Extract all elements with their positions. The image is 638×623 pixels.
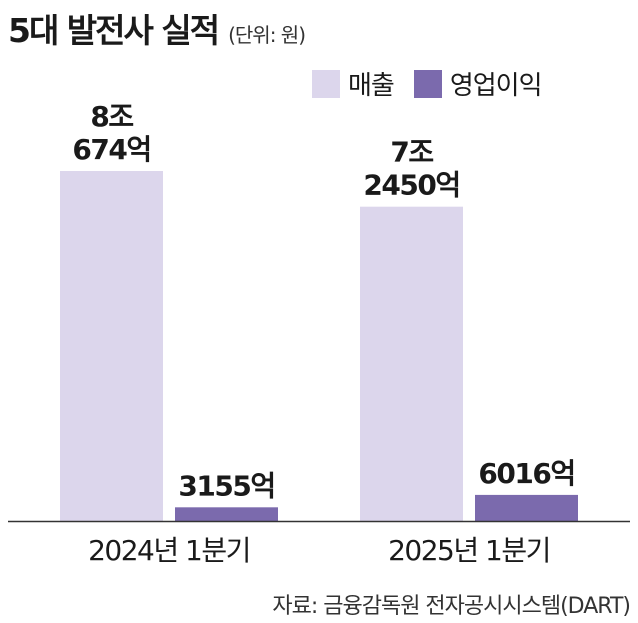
data-label: 3155억 <box>178 469 274 502</box>
data-label: 8조 <box>90 100 133 133</box>
legend-label-operating-profit: 영업이익 <box>449 71 543 101</box>
category-label: 2024년 1분기 <box>88 534 250 567</box>
data-label: 674억 <box>72 133 150 166</box>
category-label: 2025년 1분기 <box>388 534 550 567</box>
bar-revenue-1 <box>360 206 463 522</box>
unit-label: (단위: 원) <box>228 23 306 47</box>
data-label: 7조 <box>390 136 433 169</box>
data-label: 2450억 <box>363 169 459 202</box>
bar-operating-profit-1 <box>475 494 578 521</box>
source-note: 자료: 금융감독원 전자공시시스템(DART) <box>272 594 631 619</box>
legend: 매출 영업이익 <box>312 65 562 102</box>
legend-label-revenue: 매출 <box>348 71 395 101</box>
legend-swatch-operating-profit <box>413 69 442 98</box>
data-label: 6016억 <box>478 457 574 490</box>
legend-item-operating-profit: 영업이익 <box>413 65 543 102</box>
bar-operating-profit-0 <box>175 507 278 521</box>
legend-item-revenue: 매출 <box>312 65 395 102</box>
title-row: 5대 발전사 실적 (단위: 원) <box>8 4 306 52</box>
bar-revenue-0 <box>60 171 163 521</box>
chart-title: 5대 발전사 실적 <box>8 11 220 50</box>
legend-swatch-revenue <box>312 69 340 98</box>
